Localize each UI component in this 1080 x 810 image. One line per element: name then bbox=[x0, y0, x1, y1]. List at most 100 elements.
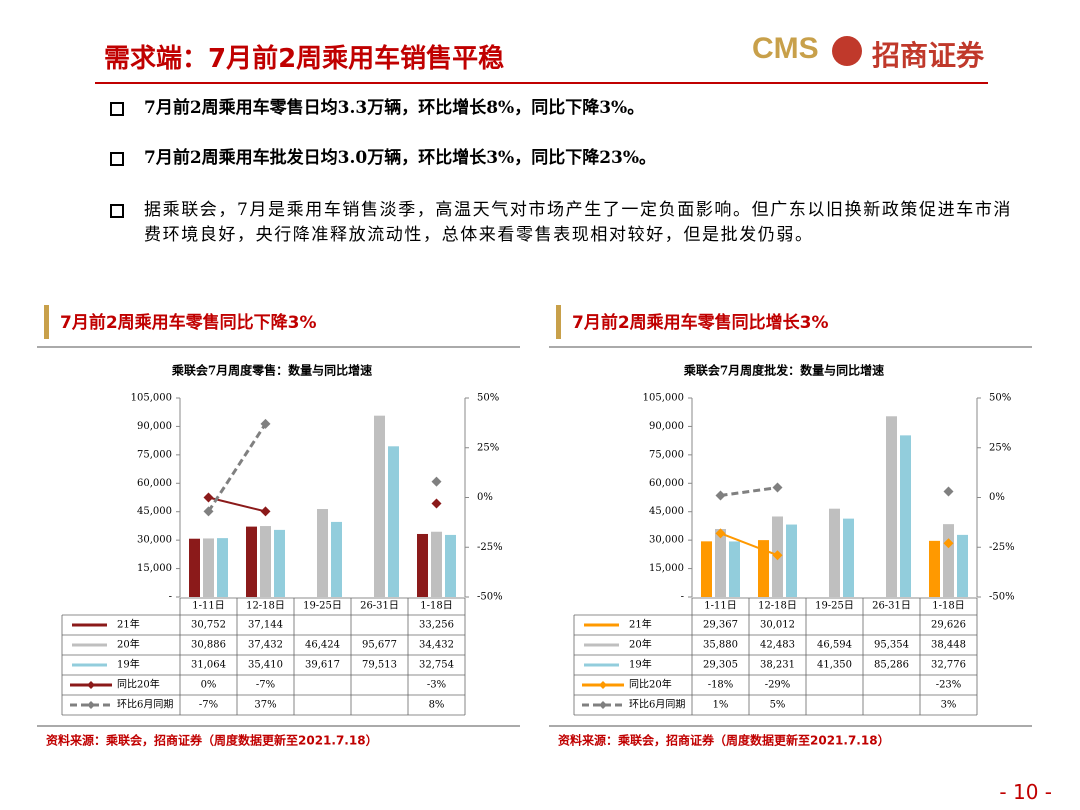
logo-name: 招商证券 bbox=[872, 39, 985, 72]
legend-label: 同比20年 bbox=[629, 678, 672, 691]
y2-tick-label: 25% bbox=[477, 442, 499, 453]
bar bbox=[417, 533, 428, 597]
line-marker bbox=[203, 492, 214, 503]
bar bbox=[331, 521, 342, 597]
line-marker bbox=[715, 528, 726, 539]
legend-marker bbox=[87, 701, 95, 709]
table-value: 95,677 bbox=[362, 640, 397, 651]
table-value: -23% bbox=[936, 680, 962, 691]
bar bbox=[445, 534, 456, 597]
y2-tick-label: -50% bbox=[477, 592, 503, 603]
table-value: 39,617 bbox=[305, 660, 340, 671]
bar bbox=[189, 538, 200, 597]
table-value: 31,064 bbox=[191, 660, 226, 671]
y-tick-label: 30,000 bbox=[649, 535, 684, 546]
bar bbox=[843, 518, 854, 597]
bar bbox=[246, 526, 257, 597]
table-value: 3% bbox=[941, 700, 957, 711]
table-value: 5% bbox=[770, 700, 786, 711]
legend-marker bbox=[87, 681, 95, 689]
table-value: 8% bbox=[429, 700, 445, 711]
y-tick-label: 105,000 bbox=[131, 393, 172, 404]
table-value: 29,626 bbox=[931, 620, 966, 631]
source: 资料来源：乘联会，招商证券（周度数据更新至2021.7.18） bbox=[46, 733, 378, 748]
x-tick-label: 1-18日 bbox=[420, 601, 452, 612]
chart-title: 乘联会7月周度零售：数量与同比增速 bbox=[171, 363, 372, 378]
legend-label: 环比6月同期 bbox=[117, 699, 173, 711]
x-tick-label: 19-25日 bbox=[303, 601, 342, 612]
table-value: -7% bbox=[199, 700, 218, 711]
table-value: 95,354 bbox=[874, 640, 909, 651]
bar bbox=[900, 435, 911, 597]
table-value: -7% bbox=[256, 680, 275, 691]
y2-tick-label: 0% bbox=[477, 492, 493, 503]
y2-tick-label: 50% bbox=[989, 393, 1011, 404]
legend-label: 环比6月同期 bbox=[629, 699, 685, 711]
bar bbox=[715, 528, 726, 597]
table-value: 37,432 bbox=[248, 640, 283, 651]
table-value: 42,483 bbox=[760, 640, 795, 651]
heading-bar bbox=[556, 305, 561, 339]
bar bbox=[374, 415, 385, 597]
line-marker bbox=[203, 506, 214, 517]
bullet: 7月前2周乘用车批发日均3.0万辆，环比增长3%，同比下降23%。 bbox=[110, 146, 1024, 171]
bar bbox=[929, 540, 940, 597]
slide-title: 需求端：7月前2周乘用车销售平稳 bbox=[104, 44, 505, 74]
bar bbox=[431, 531, 442, 597]
table-value: 38,231 bbox=[760, 660, 795, 671]
y-tick-label: 45,000 bbox=[649, 506, 684, 517]
y-tick-label: 45,000 bbox=[137, 506, 172, 517]
logo-brand: CMS bbox=[752, 32, 819, 65]
table-value: 34,432 bbox=[419, 640, 454, 651]
table-value: 29,367 bbox=[703, 620, 738, 631]
logo-icon bbox=[832, 36, 862, 66]
panel-heading: 7月前2周乘用车零售同比下降3% bbox=[60, 312, 317, 333]
x-tick-label: 1-11日 bbox=[192, 601, 224, 612]
heading-bar bbox=[44, 305, 49, 339]
legend-marker bbox=[599, 681, 607, 689]
line-marker bbox=[772, 550, 783, 561]
bar bbox=[388, 446, 399, 597]
table-value: 46,594 bbox=[817, 640, 852, 651]
bar bbox=[217, 538, 228, 597]
table-value: 30,012 bbox=[760, 620, 795, 631]
bullet: 7月前2周乘用车零售日均3.3万辆，环比增长8%，同比下降3%。 bbox=[110, 96, 1024, 121]
table-value: 46,424 bbox=[305, 640, 340, 651]
x-tick-label: 19-25日 bbox=[815, 601, 854, 612]
table-value: 35,410 bbox=[248, 660, 283, 671]
bullet: 据乘联会，7月是乘用车销售淡季，高温天气对市场产生了一定负面影响。但广东以旧换新… bbox=[110, 198, 1014, 248]
source: 资料来源：乘联会，招商证券（周度数据更新至2021.7.18） bbox=[558, 733, 890, 748]
y-tick-label: - bbox=[681, 592, 684, 603]
bar bbox=[274, 529, 285, 597]
line-marker bbox=[943, 486, 954, 497]
x-tick-label: 26-31日 bbox=[872, 601, 911, 612]
x-tick-label: 12-18日 bbox=[758, 601, 797, 612]
y2-tick-label: 25% bbox=[989, 442, 1011, 453]
page-number: - 10 - bbox=[999, 780, 1052, 804]
line-marker bbox=[715, 490, 726, 501]
panel-heading: 7月前2周乘用车零售同比增长3% bbox=[572, 312, 829, 333]
line bbox=[721, 488, 949, 496]
legend-label: 20年 bbox=[629, 638, 652, 651]
table-value: 0% bbox=[201, 680, 217, 691]
bar bbox=[729, 541, 740, 597]
table-value: -3% bbox=[427, 680, 446, 691]
table-value: 41,350 bbox=[817, 660, 852, 671]
y-tick-label: 90,000 bbox=[649, 421, 684, 432]
line-marker bbox=[260, 506, 271, 517]
y-tick-label: 15,000 bbox=[137, 563, 172, 574]
bar bbox=[943, 524, 954, 597]
y-tick-label: 75,000 bbox=[649, 449, 684, 460]
table-value: 35,880 bbox=[703, 640, 738, 651]
line-marker bbox=[431, 498, 442, 509]
bar bbox=[260, 526, 271, 597]
y-tick-label: 60,000 bbox=[137, 478, 172, 489]
y-tick-label: 15,000 bbox=[649, 563, 684, 574]
table-value: -18% bbox=[708, 680, 734, 691]
x-tick-label: 1-18日 bbox=[932, 601, 964, 612]
y-tick-label: 60,000 bbox=[649, 478, 684, 489]
table-value: 79,513 bbox=[362, 660, 397, 671]
table-value: 37,144 bbox=[248, 620, 283, 631]
